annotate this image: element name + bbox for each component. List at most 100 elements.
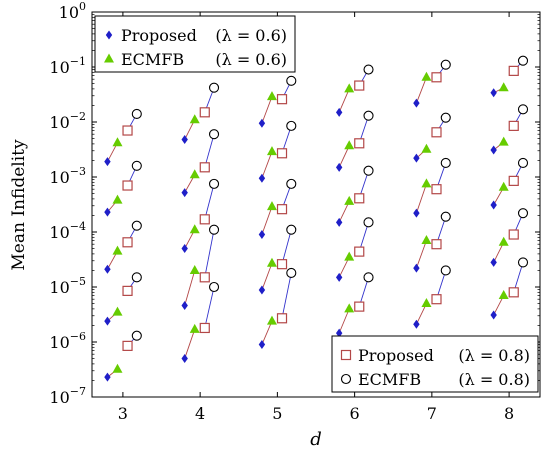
point-proposed_08 — [199, 272, 210, 283]
legend-marker-proposed_08 — [340, 349, 352, 361]
point-ecmfb_08 — [517, 208, 529, 219]
point-ecmfb_08 — [286, 224, 297, 235]
point-ecmfb_06 — [266, 201, 277, 211]
point-proposed_06 — [490, 310, 497, 320]
point-proposed_08 — [508, 287, 519, 298]
pair-line-06 — [261, 151, 273, 179]
point-ecmfb_08 — [208, 281, 220, 293]
point-ecmfb_08 — [208, 178, 220, 189]
point-ecmfb_06 — [189, 114, 200, 124]
point-proposed_08 — [508, 120, 519, 131]
legend-lambda: (λ = 0.6) — [215, 26, 287, 45]
point-ecmfb_08 — [363, 110, 374, 121]
point-proposed_06 — [258, 230, 266, 240]
data-points — [104, 55, 529, 382]
pair-line-06 — [261, 96, 273, 124]
y-tick-label: 10−5 — [49, 275, 86, 297]
point-proposed_08 — [431, 239, 442, 250]
pair-line-06 — [415, 183, 427, 214]
point-proposed_06 — [104, 264, 111, 274]
pair-line-06 — [338, 145, 350, 168]
x-tick-label: 7 — [427, 404, 437, 423]
point-ecmfb_06 — [189, 323, 200, 333]
y-tick-label: 10−1 — [49, 55, 86, 77]
legend-lambda: (λ = 0.6) — [215, 50, 287, 69]
pair-line-08 — [204, 229, 215, 278]
point-proposed_06 — [413, 208, 420, 218]
point-ecmfb_08 — [517, 55, 529, 66]
point-proposed_06 — [490, 200, 497, 210]
pair-line-06 — [261, 320, 273, 345]
point-ecmfb_06 — [112, 245, 123, 255]
y-tick-label: 10−7 — [49, 385, 86, 407]
pair-line-06 — [338, 308, 350, 334]
point-proposed_06 — [335, 162, 343, 172]
point-ecmfb_08 — [440, 265, 451, 276]
point-proposed_06 — [181, 244, 188, 254]
point-ecmfb_08 — [286, 178, 297, 189]
legend-label: Proposed — [121, 26, 197, 45]
legend-lambda: (λ = 0.8) — [458, 346, 530, 365]
point-proposed_08 — [199, 162, 210, 173]
point-proposed_08 — [276, 204, 288, 215]
point-ecmfb_06 — [266, 146, 277, 156]
y-axis-title: Mean Infidelity — [9, 139, 29, 271]
point-proposed_08 — [122, 340, 133, 351]
point-proposed_08 — [508, 175, 519, 186]
point-ecmfb_08 — [131, 330, 142, 341]
point-ecmfb_08 — [440, 112, 451, 123]
legend-box — [331, 335, 539, 393]
point-proposed_08 — [276, 259, 288, 270]
point-ecmfb_08 — [440, 157, 451, 169]
pair-line-08 — [204, 183, 215, 220]
pair-line-06 — [261, 206, 273, 235]
legend-label: Proposed — [358, 346, 434, 365]
point-ecmfb_06 — [421, 235, 432, 245]
point-proposed_06 — [490, 88, 497, 98]
point-ecmfb_08 — [286, 75, 297, 86]
point-ecmfb_06 — [344, 251, 355, 261]
point-proposed_06 — [258, 173, 266, 183]
y-tick-label: 100 — [59, 0, 86, 22]
pair-line-08 — [204, 134, 215, 168]
point-ecmfb_06 — [112, 194, 123, 204]
point-proposed_08 — [354, 301, 365, 312]
point-ecmfb_08 — [131, 160, 142, 171]
point-proposed_06 — [104, 207, 111, 217]
point-ecmfb_08 — [440, 211, 451, 222]
point-ecmfb_06 — [498, 136, 509, 146]
point-ecmfb_06 — [421, 178, 432, 188]
point-ecmfb_06 — [266, 91, 277, 101]
point-proposed_08 — [354, 138, 365, 149]
point-ecmfb_06 — [421, 143, 432, 153]
legend-label: ECMFB — [121, 50, 184, 69]
point-proposed_06 — [181, 135, 188, 145]
y-tick-label: 10−3 — [49, 165, 86, 187]
legend-box — [94, 15, 296, 73]
point-ecmfb_06 — [498, 82, 509, 92]
y-tick-label: 10−4 — [49, 220, 86, 242]
point-ecmfb_06 — [344, 195, 355, 205]
point-ecmfb_06 — [498, 236, 509, 246]
point-proposed_06 — [335, 217, 343, 227]
point-proposed_08 — [276, 94, 288, 105]
point-proposed_08 — [354, 80, 365, 91]
legend-marker-ecmfb_06 — [104, 53, 114, 63]
x-tick-label: 8 — [504, 404, 514, 423]
point-ecmfb_06 — [266, 315, 277, 325]
point-ecmfb_08 — [517, 104, 529, 115]
point-ecmfb_06 — [266, 257, 277, 267]
point-ecmfb_08 — [208, 129, 220, 140]
pair-lines — [107, 60, 524, 378]
point-ecmfb_08 — [517, 157, 529, 169]
point-proposed_06 — [104, 157, 111, 167]
point-proposed_06 — [258, 340, 266, 350]
point-ecmfb_08 — [440, 59, 451, 70]
point-proposed_08 — [122, 237, 133, 248]
point-ecmfb_08 — [363, 165, 374, 176]
x-axis-ticks: 3 4 5 6 7 8 — [118, 12, 514, 423]
point-ecmfb_06 — [421, 71, 432, 81]
point-ecmfb_08 — [363, 64, 374, 75]
point-proposed_08 — [122, 180, 133, 191]
